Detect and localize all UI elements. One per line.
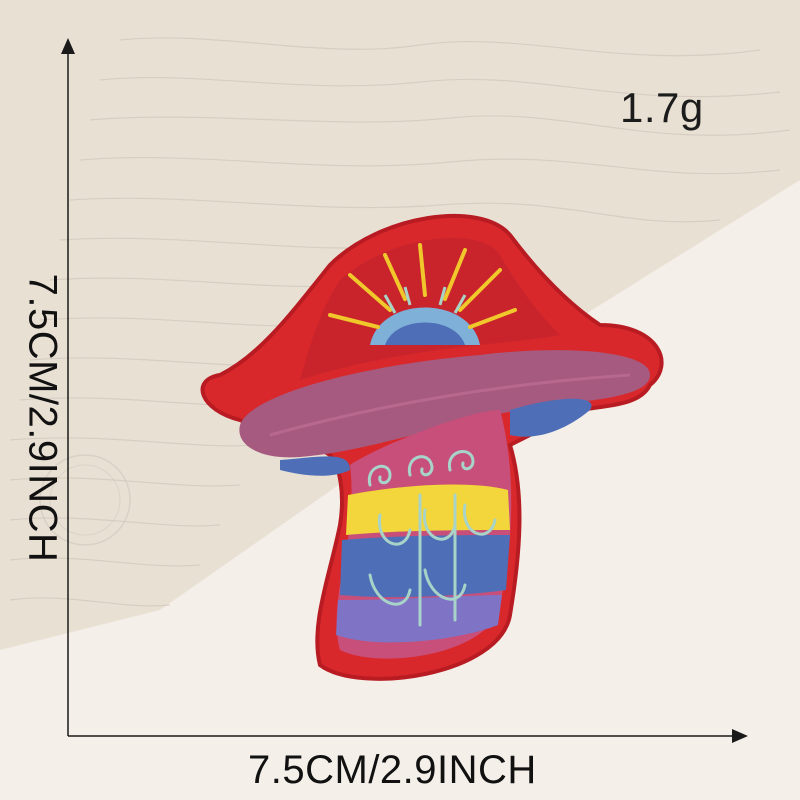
height-dimension-label: 7.5CM/2.9INCH [20, 273, 65, 563]
width-dimension-label: 7.5CM/2.9INCH [248, 748, 537, 792]
cap-underside [280, 456, 350, 476]
weight-label: 1.7g [620, 84, 704, 131]
sun-motif [328, 243, 517, 345]
cap-band [239, 350, 650, 458]
vertical-axis-arrow [61, 38, 75, 54]
horizontal-axis-arrow [732, 729, 748, 743]
mushroom-patch [200, 214, 664, 681]
